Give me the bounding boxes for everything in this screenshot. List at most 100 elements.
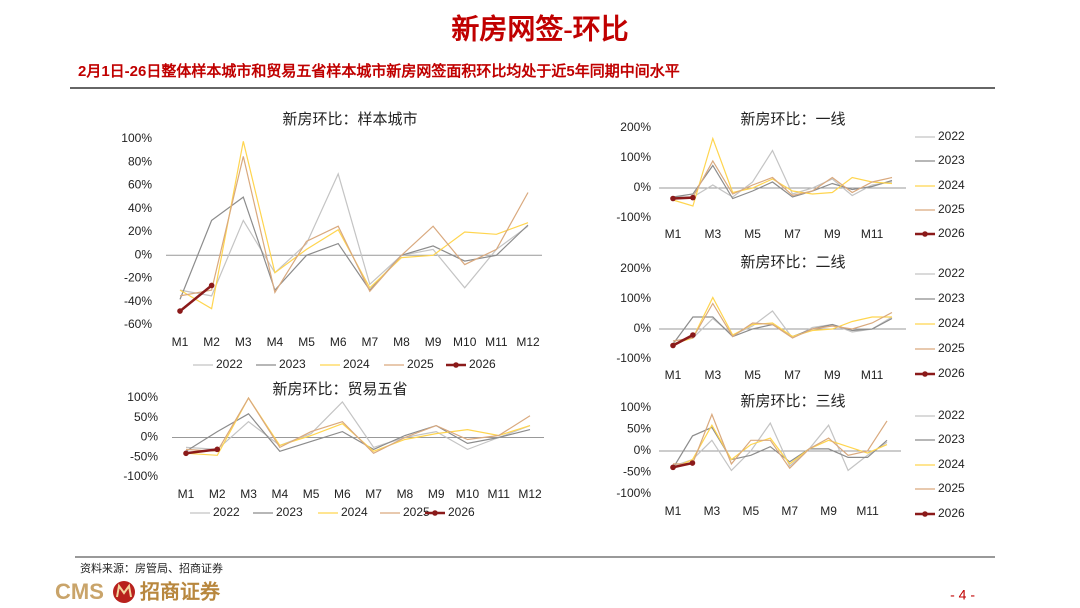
legend-label: 2025 [938,481,965,495]
legend-label: 2025 [938,341,965,355]
x-tick-label: M11 [488,487,511,501]
y-tick-label: -100% [616,351,651,365]
legend-swatch-dot [922,371,928,377]
x-tick-label: M1 [178,487,195,501]
x-tick-label: M7 [784,227,801,241]
series-line [672,159,893,200]
x-tick-label: M8 [397,487,414,501]
series-line [672,461,693,469]
x-tick-label: M7 [361,335,378,349]
y-tick-label: -100% [616,486,651,500]
x-tick-label: M1 [665,504,682,518]
series-line [672,316,893,345]
x-tick-label: M3 [240,487,257,501]
x-tick-label: M6 [330,335,347,349]
legend-swatch-dot [922,231,928,237]
chart-title: 新房环比：一线 [740,111,845,128]
x-tick-label: M2 [209,487,226,501]
y-tick-label: -60% [124,317,152,331]
x-tick-label: M10 [456,487,480,501]
y-tick-label: -20% [124,271,152,285]
series-line [185,448,218,455]
legend-label: 2023 [938,291,965,305]
legend-label: 2023 [279,357,306,371]
y-tick-label: -100% [123,469,158,483]
legend-swatch-dot [453,362,459,368]
series-line [179,172,529,297]
point [177,308,183,314]
series-line [672,136,893,207]
chart-title: 新房环比：二线 [740,254,845,271]
x-tick-label: M5 [303,487,320,501]
series-line [672,302,893,342]
point [670,464,676,471]
legend-label: 2023 [276,505,303,519]
x-tick-label: M8 [393,335,410,349]
y-tick-label: 100% [121,131,152,145]
x-tick-label: M1 [665,227,682,241]
logo-text: CMS [55,579,104,604]
y-tick-label: 0% [634,180,652,194]
y-tick-label: 200% [620,261,651,275]
x-tick-label: M11 [861,227,884,241]
x-tick-label: M3 [704,227,721,241]
x-tick-label: M1 [665,368,682,382]
slide-title: 新房网签-环比 [451,12,628,45]
chart-title: 新房环比：贸易五省 [272,381,407,398]
y-tick-label: 50% [134,410,158,424]
x-tick-label: M11 [856,504,879,518]
y-tick-label: 200% [620,120,651,134]
y-tick-label: 100% [127,390,158,404]
x-tick-label: M7 [784,368,801,382]
legend-label: 2023 [938,153,965,167]
y-tick-label: -50% [130,449,158,463]
y-tick-label: 80% [128,154,152,168]
x-tick-label: M4 [271,487,288,501]
x-tick-label: M9 [820,504,837,518]
legend-label: 2024 [343,357,370,371]
chart-title: 新房环比：样本城市 [282,111,417,128]
y-tick-label: -100% [616,210,651,224]
chart-title: 新房环比：三线 [740,393,845,410]
point [690,194,696,201]
point [214,446,221,453]
x-tick-label: M3 [235,335,252,349]
source-note: 资料来源：房管局、招商证券 [80,561,223,575]
y-tick-label: 20% [128,224,152,238]
legend-swatch-dot [922,511,928,517]
legend-label: 2024 [938,457,965,471]
y-tick-label: 0% [141,430,159,444]
x-tick-label: M5 [744,368,761,382]
legend-label: 2022 [938,266,965,280]
x-tick-label: M3 [704,368,721,382]
x-tick-label: M4 [267,335,284,349]
x-tick-label: M9 [428,487,445,501]
y-tick-label: 50% [627,422,651,436]
legend-label: 2025 [407,357,434,371]
series-line [185,400,531,451]
series-line [179,141,529,310]
x-tick-label: M6 [334,487,351,501]
y-tick-label: 60% [128,178,152,192]
y-tick-label: 0% [634,443,652,457]
series-line [179,156,529,297]
series-line [672,423,888,469]
legend-label: 2026 [938,506,965,520]
series-line [179,196,529,300]
x-tick-label: M9 [824,368,841,382]
legend-label: 2025 [938,202,965,216]
x-tick-label: M12 [518,487,542,501]
y-tick-label: 100% [620,150,651,164]
point [670,195,676,202]
x-tick-label: M9 [425,335,442,349]
legend-label: 2025 [403,505,430,519]
x-tick-label: M11 [861,368,884,382]
x-tick-label: M2 [203,335,220,349]
y-tick-label: 0% [135,247,153,261]
x-tick-label: M7 [365,487,382,501]
series-line [185,396,531,455]
legend-label: 2022 [938,408,965,422]
series-line [673,412,888,470]
series-line [672,421,888,472]
